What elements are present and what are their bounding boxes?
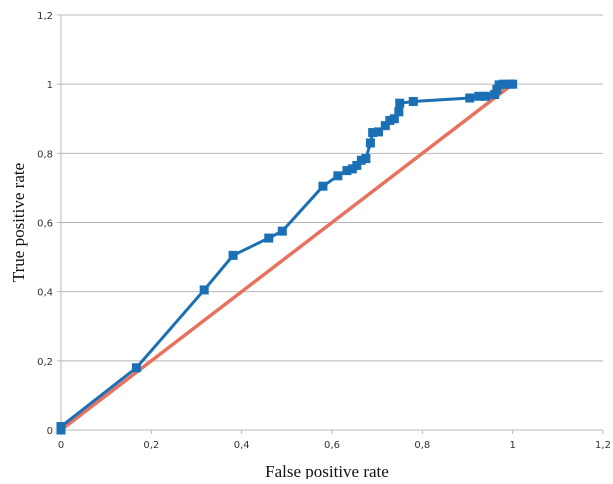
x-tick-label: 0: [58, 440, 64, 451]
x-tick-label: 0,4: [234, 440, 250, 451]
data-point-marker: [318, 181, 328, 191]
y-tick-label: 0,2: [37, 357, 53, 368]
data-point-marker: [131, 363, 141, 373]
x-tick-label: 1,2: [595, 440, 611, 451]
data-point-marker: [356, 155, 366, 165]
x-tick-label: 0,6: [324, 440, 340, 451]
x-tick-label: 0,2: [143, 440, 159, 451]
data-point-marker: [277, 226, 287, 236]
x-tick-label: 0,8: [414, 440, 430, 451]
data-point-marker: [499, 79, 509, 89]
data-point-marker: [342, 166, 352, 176]
data-point-marker: [389, 114, 399, 124]
data-point-marker: [352, 160, 362, 170]
data-point-marker: [380, 121, 390, 131]
data-point-marker: [465, 93, 475, 103]
y-tick-label: 0,6: [37, 219, 53, 230]
data-point-marker: [481, 91, 491, 101]
data-point-marker: [264, 233, 274, 243]
y-tick-label: 0: [47, 426, 53, 437]
data-point-marker: [508, 79, 518, 89]
data-point-marker: [494, 80, 504, 90]
y-tick-label: 0,4: [37, 288, 53, 299]
data-point-marker: [347, 164, 357, 174]
y-tick-label: 0,8: [37, 149, 53, 160]
data-point-marker: [365, 138, 375, 148]
data-point-marker: [395, 98, 405, 108]
data-point-marker: [474, 91, 484, 101]
data-point-marker: [408, 96, 418, 106]
data-point-marker: [374, 127, 384, 137]
diagonal-reference-line: [59, 82, 515, 432]
data-point-marker: [56, 422, 66, 432]
data-point-marker: [490, 90, 500, 100]
y-tick-label: 1,2: [37, 11, 53, 22]
y-tick-label: 1: [47, 80, 53, 91]
x-tick-label: 1: [509, 440, 515, 451]
data-point-marker: [368, 128, 378, 138]
y-axis-title: True positive rate: [9, 163, 28, 282]
data-point-marker: [199, 285, 209, 295]
data-point-marker: [385, 115, 395, 125]
data-point-marker: [228, 250, 238, 260]
data-point-marker: [333, 171, 343, 181]
data-point-marker: [361, 154, 371, 164]
data-point-marker: [394, 107, 404, 117]
x-axis-title: False positive rate: [265, 462, 389, 479]
